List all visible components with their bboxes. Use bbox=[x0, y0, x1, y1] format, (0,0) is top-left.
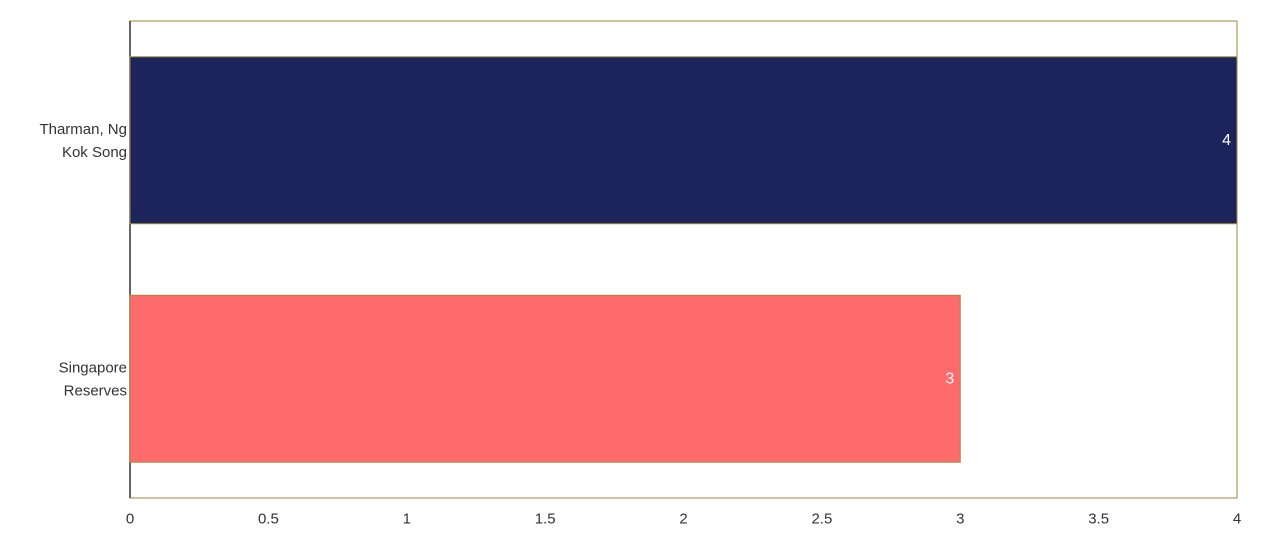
x-tick-label: 2.5 bbox=[811, 511, 832, 528]
x-ticks-layer: 0 0.5 1 1.5 2 2.5 3 3.5 4 bbox=[126, 511, 1241, 528]
x-tick-label: 3 bbox=[956, 511, 964, 528]
x-tick-label: 0.5 bbox=[258, 511, 279, 528]
bar-singapore-reserves bbox=[129, 294, 961, 463]
x-tick-label: 1.5 bbox=[535, 511, 556, 528]
x-tick-label: 0 bbox=[126, 511, 134, 528]
category-labels-layer: Tharman, Ng Kok Song Singapore Reserves bbox=[39, 120, 127, 399]
bars-layer bbox=[129, 56, 1238, 463]
data-label-tharman-ng-kok-song: 4 bbox=[1222, 132, 1231, 149]
category-label-line: Singapore bbox=[59, 359, 127, 376]
category-label-line: Kok Song bbox=[62, 143, 127, 160]
data-label-singapore-reserves: 3 bbox=[945, 370, 954, 387]
data-labels-layer: 43 bbox=[945, 132, 1231, 388]
x-tick-label: 4 bbox=[1233, 511, 1241, 528]
x-tick-label: 2 bbox=[679, 511, 687, 528]
category-label-tharman-ng-kok-song: Tharman, Ng Kok Song bbox=[39, 120, 127, 160]
category-label-line: Reserves bbox=[64, 382, 127, 399]
x-tick-label: 3.5 bbox=[1088, 511, 1109, 528]
bar-tharman-ng-kok-song bbox=[129, 56, 1238, 225]
category-label-singapore-reserves: Singapore Reserves bbox=[59, 359, 127, 399]
x-tick-label: 1 bbox=[403, 511, 411, 528]
category-label-line: Tharman, Ng bbox=[39, 120, 127, 137]
